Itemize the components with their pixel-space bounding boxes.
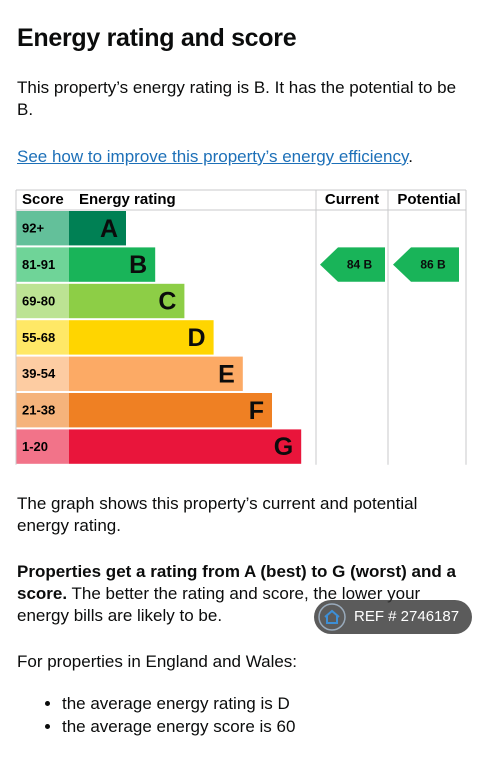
current-rating: B bbox=[364, 258, 373, 272]
rating-band bbox=[69, 429, 302, 464]
band-score: 92+ bbox=[22, 221, 44, 236]
band-letter: C bbox=[158, 288, 176, 316]
potential-arrow bbox=[393, 247, 459, 282]
score-cell bbox=[16, 320, 69, 355]
potential-score: 86 bbox=[420, 258, 434, 272]
header-current: Current bbox=[325, 191, 379, 208]
band-score: 21-38 bbox=[22, 403, 55, 418]
band-letter: F bbox=[249, 397, 264, 425]
score-cell bbox=[16, 356, 69, 391]
rating-band bbox=[69, 247, 156, 282]
header-score: Score bbox=[22, 191, 64, 208]
band-letter: G bbox=[274, 433, 293, 461]
average-item: the average energy score is 60 bbox=[62, 715, 295, 738]
band-score: 81-91 bbox=[22, 257, 55, 272]
score-cell bbox=[16, 247, 69, 282]
band-score: 69-80 bbox=[22, 293, 55, 308]
energy-rating-chart: Score Energy rating Current Potential 92+ A 81… bbox=[15, 189, 467, 465]
rating-band bbox=[69, 211, 126, 246]
explanation-text: The better the rating and score, the low… bbox=[17, 584, 421, 625]
header-potential: Potential bbox=[397, 191, 460, 208]
band-score: 39-54 bbox=[22, 366, 56, 381]
average-item: the average energy rating is D bbox=[62, 692, 295, 715]
rating-band bbox=[69, 393, 272, 428]
band-score: 55-68 bbox=[22, 330, 55, 345]
band-letter: B bbox=[129, 251, 147, 279]
score-cell bbox=[16, 283, 69, 319]
band-letter: A bbox=[100, 215, 118, 243]
page-title: Energy rating and score bbox=[17, 24, 297, 52]
region-intro: For properties in England and Wales: bbox=[17, 652, 298, 671]
improve-link[interactable]: See how to improve this property’s energ… bbox=[17, 147, 409, 166]
score-cell bbox=[16, 211, 69, 246]
badge-text: REF # 2746187 bbox=[354, 608, 460, 625]
header-rating: Energy rating bbox=[79, 191, 176, 208]
rating-band bbox=[69, 356, 243, 391]
intro-text: This property’s energy rating is B. It h… bbox=[17, 78, 457, 119]
explanation-bold: Properties get a rating from A (best) to… bbox=[17, 562, 456, 603]
potential-rating: B bbox=[437, 258, 446, 272]
link-suffix: . bbox=[408, 147, 413, 166]
score-cell bbox=[16, 429, 69, 464]
potential-label: 86 B bbox=[420, 258, 446, 272]
score-cell bbox=[16, 393, 69, 428]
band-score: 1-20 bbox=[22, 439, 48, 454]
reference-badge[interactable]: REF # 2746187 bbox=[314, 600, 472, 634]
rating-explanation: Properties get a rating from A (best) to… bbox=[17, 561, 457, 627]
band-letter: D bbox=[188, 324, 206, 352]
graph-note: The graph shows this property’s current … bbox=[17, 494, 418, 535]
averages-list: the average energy rating is D the avera… bbox=[17, 692, 295, 738]
rating-band bbox=[69, 320, 214, 355]
current-arrow bbox=[320, 247, 385, 282]
current-score: 84 bbox=[347, 258, 361, 272]
rating-band bbox=[69, 283, 185, 319]
current-label: 84 B bbox=[347, 258, 373, 272]
link-line: See how to improve this property’s energ… bbox=[17, 146, 457, 168]
home-icon bbox=[318, 603, 346, 631]
band-letter: E bbox=[218, 360, 235, 388]
